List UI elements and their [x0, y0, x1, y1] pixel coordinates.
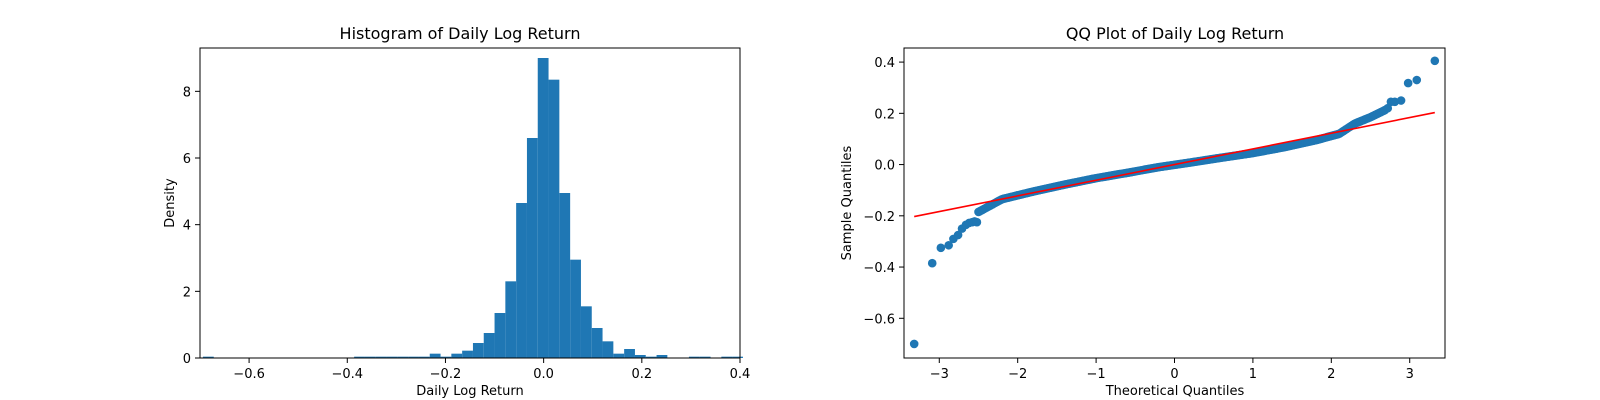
histogram-bar [580, 306, 592, 358]
histogram-panel: Histogram of Daily Log Return −0.6 −0.4 −0… [163, 24, 750, 399]
y-tick-label: 0 [183, 352, 191, 367]
x-tick-label: 2 [1327, 367, 1335, 382]
histogram-bar [364, 356, 376, 358]
histogram-bar [613, 353, 625, 358]
qq-point [944, 240, 953, 250]
histogram-bar [494, 313, 506, 358]
histogram-bar [354, 356, 365, 358]
histogram-bar [721, 356, 733, 358]
x-tick-label: −0.6 [233, 367, 265, 382]
histogram-bar [483, 333, 495, 358]
histogram-bar [440, 356, 452, 358]
histogram-bar [505, 281, 517, 358]
x-tick-label: 1 [1249, 367, 1257, 382]
qq-point [972, 217, 982, 227]
y-tick-label: −0.6 [863, 312, 895, 327]
y-tick-label: 8 [183, 85, 191, 100]
y-tick-label: 0.0 [874, 159, 895, 174]
qq-x-ticks: −3 −2 −1 0 1 2 3 [930, 358, 1414, 382]
qq-point [1383, 103, 1393, 113]
qq-point [1412, 75, 1422, 85]
histogram-axes-frame [199, 47, 741, 359]
histogram-bar [472, 343, 484, 358]
qq-panel: QQ Plot of Daily Log Return −3 −2 −1 0 1 2 3 −… [840, 24, 1446, 399]
qq-y-ticks: −0.6 −0.4 −0.2 0.0 0.2 0.4 [863, 56, 904, 327]
histogram-y-ticks: 0 2 4 6 8 [183, 85, 200, 367]
y-tick-label: −0.2 [863, 210, 895, 225]
histogram-bar [526, 138, 538, 358]
qq-title: QQ Plot of Daily Log Return [1066, 24, 1284, 43]
histogram-bar [570, 259, 581, 358]
y-tick-label: 0.4 [874, 56, 895, 71]
histogram-bar [699, 356, 711, 358]
histogram-bar [408, 356, 419, 358]
qq-point [1403, 78, 1413, 88]
x-tick-label: 0.2 [631, 367, 652, 382]
histogram-bars [202, 58, 743, 359]
histogram-bar [451, 353, 463, 358]
y-tick-label: 6 [183, 152, 191, 167]
qq-reference-line-path [914, 111, 1435, 218]
y-tick-label: 2 [183, 285, 191, 300]
histogram-y-axis-label: Density [163, 178, 178, 228]
histogram-title: Histogram of Daily Log Return [340, 24, 581, 43]
y-tick-label: −0.4 [863, 261, 895, 276]
x-tick-label: 0.4 [730, 367, 751, 382]
histogram-bar [548, 79, 560, 359]
x-tick-label: −0.2 [430, 367, 462, 382]
histogram-x-ticks: −0.6 −0.4 −0.2 0.0 0.2 0.4 [233, 358, 750, 382]
histogram-bar [537, 58, 549, 358]
qq-point [909, 339, 919, 349]
y-tick-label: 0.2 [874, 107, 895, 122]
histogram-bar [462, 350, 473, 358]
qq-point [1396, 96, 1406, 105]
histogram-bar [397, 356, 409, 358]
qq-axes-frame [903, 47, 1446, 359]
y-tick-label: 4 [183, 219, 191, 234]
histogram-bar [688, 356, 700, 358]
histogram-bar [429, 353, 441, 358]
histogram-bar [656, 355, 668, 358]
histogram-x-axis-label: Daily Log Return [416, 384, 524, 399]
x-tick-label: 3 [1406, 367, 1414, 382]
x-tick-label: −1 [1087, 367, 1106, 382]
histogram-bar [634, 355, 646, 358]
x-tick-label: 0 [1170, 367, 1178, 382]
qq-point [953, 230, 963, 240]
histogram-bar [202, 356, 214, 358]
histogram-bar [516, 203, 527, 358]
qq-point [927, 258, 937, 268]
histogram-bar [591, 328, 603, 358]
qq-point [1430, 56, 1440, 66]
x-tick-label: 0.0 [533, 367, 554, 382]
histogram-bar [559, 193, 571, 358]
qq-y-axis-label: Sample Quantiles [840, 145, 855, 260]
histogram-bar [624, 349, 635, 358]
histogram-bar [375, 356, 387, 358]
histogram-bar [645, 356, 657, 358]
x-tick-label: −0.4 [331, 367, 363, 382]
histogram-bar [602, 341, 614, 358]
histogram-bar [418, 356, 430, 358]
qq-reference-line [914, 111, 1435, 218]
x-tick-label: −3 [930, 367, 949, 382]
qq-x-axis-label: Theoretical Quantiles [1105, 384, 1245, 399]
qq-point [936, 243, 946, 253]
x-tick-label: −2 [1008, 367, 1027, 382]
histogram-bar [386, 356, 398, 358]
histogram-bar [732, 356, 743, 358]
